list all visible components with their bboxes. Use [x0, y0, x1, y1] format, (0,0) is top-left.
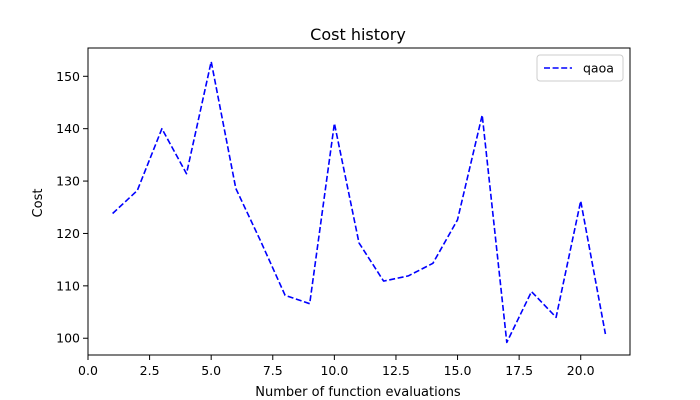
x-tick-label: 20.0 [567, 363, 595, 378]
x-tick-label: 2.5 [140, 363, 160, 378]
x-tick-label: 7.5 [263, 363, 283, 378]
y-axis-label: Cost [31, 189, 46, 218]
y-tick-label: 110 [56, 278, 80, 293]
axis-ticks: 0.0 2.5 5.0 7.5 10.0 12.5 15.0 17.5 20.0 100 110 12… [56, 69, 595, 378]
x-axis-label: Number of function evaluations [255, 385, 461, 400]
series-line-qaoa [112, 60, 607, 344]
y-tick-label: 150 [56, 69, 80, 84]
legend-label-qaoa: qaoa [583, 61, 614, 76]
legend: qaoa [536, 54, 624, 82]
chart-title: Cost history [310, 25, 406, 44]
series-lines [112, 60, 607, 344]
x-tick-label: 12.5 [382, 363, 410, 378]
y-tick-label: 100 [56, 331, 80, 346]
x-tick-label: 17.5 [505, 363, 533, 378]
legend-box [536, 54, 624, 82]
x-tick-label: 10.0 [320, 363, 348, 378]
x-tick-label: 15.0 [444, 363, 472, 378]
x-tick-label: 5.0 [201, 363, 221, 378]
y-tick-label: 130 [56, 174, 80, 189]
plot-area [87, 47, 631, 356]
plot-frame [87, 47, 631, 356]
y-tick-label: 120 [56, 226, 80, 241]
y-tick-label: 140 [56, 121, 80, 136]
x-tick-label: 0.0 [78, 363, 98, 378]
